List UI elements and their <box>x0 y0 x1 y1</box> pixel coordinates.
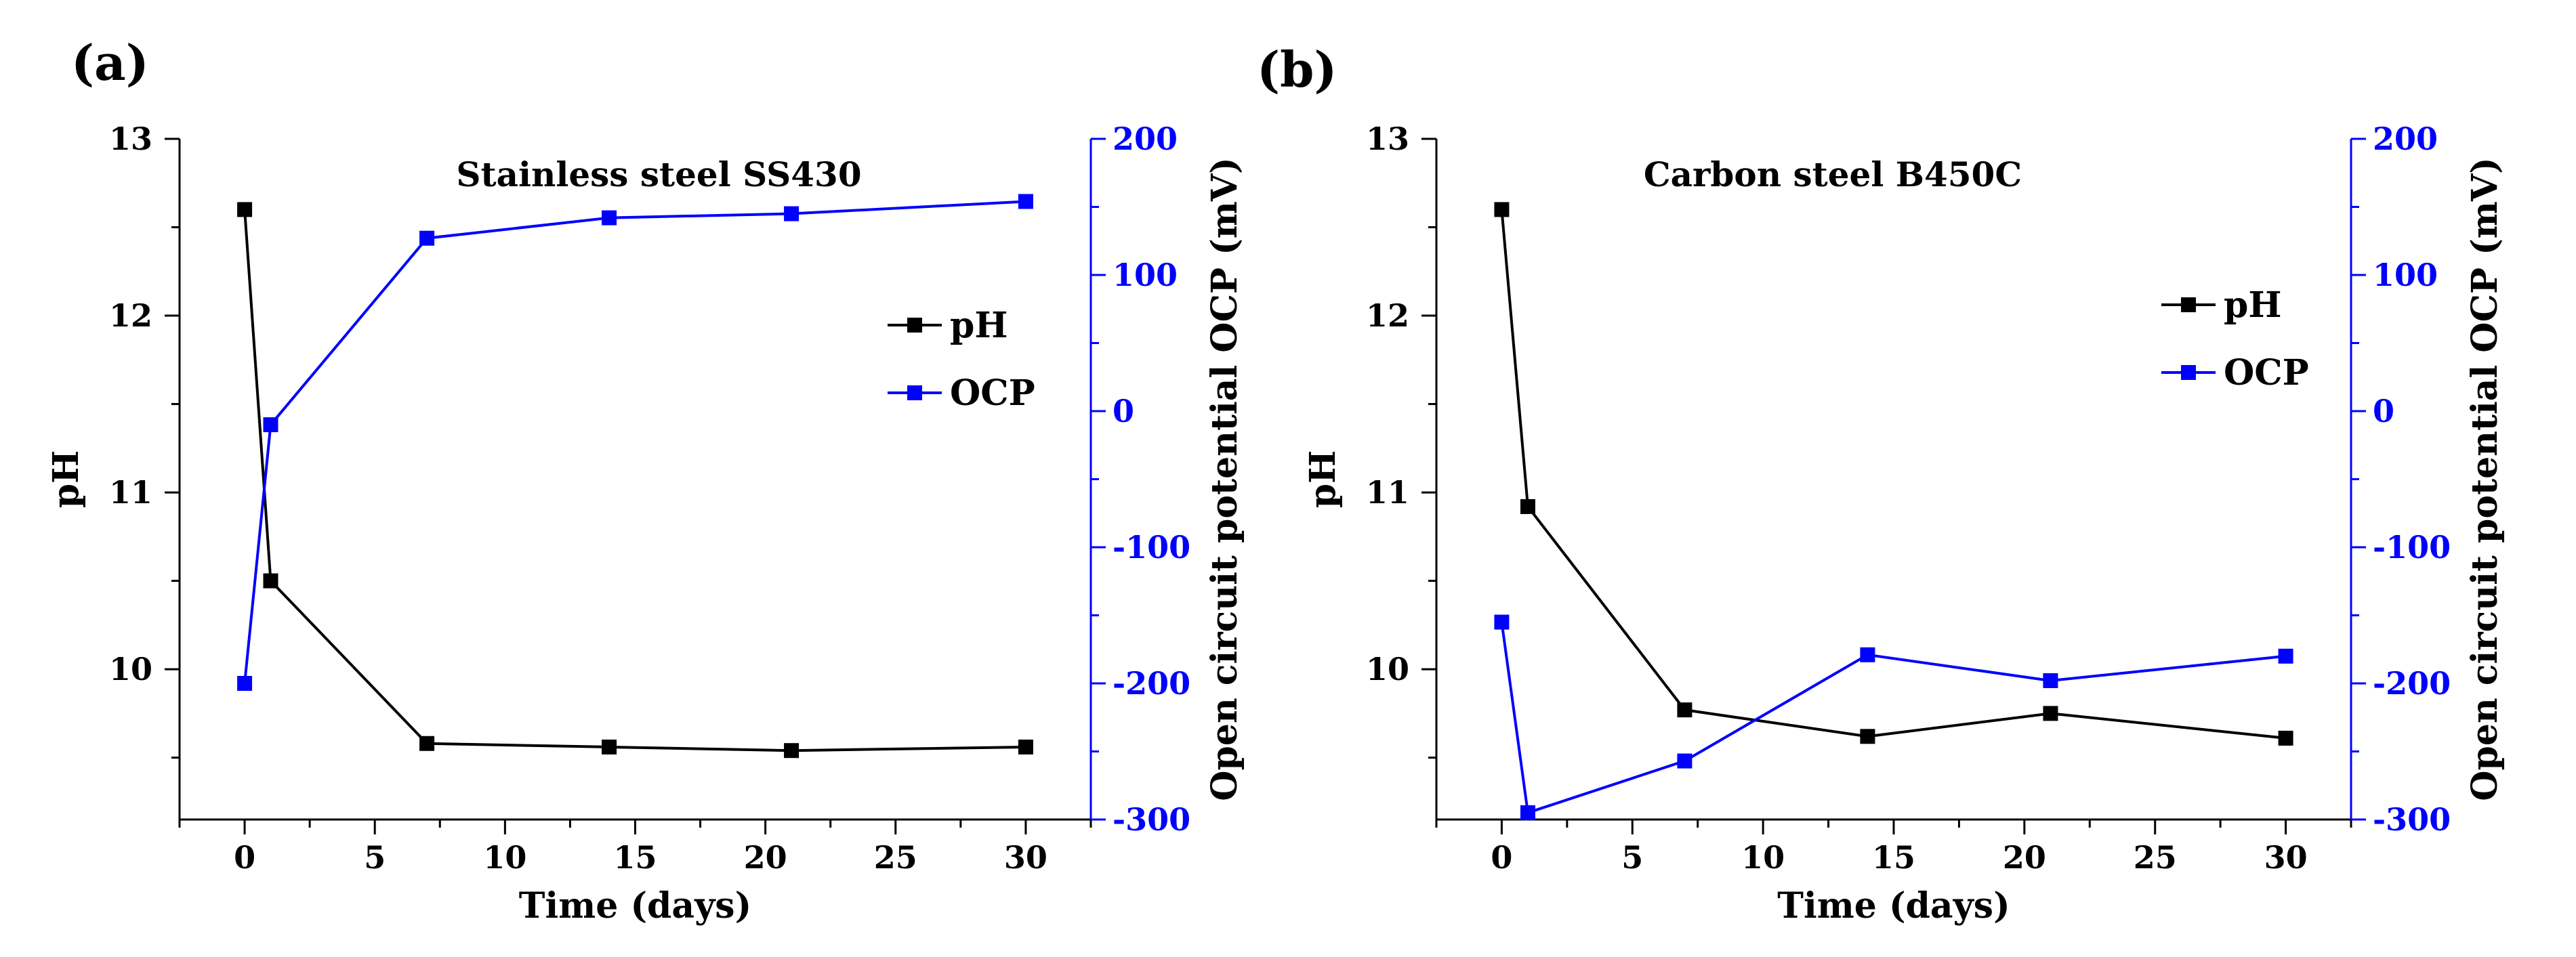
y2-tick-label: -300 <box>1113 801 1190 838</box>
data-point-ph <box>784 743 799 759</box>
data-point-ocp <box>263 417 278 433</box>
chart-panel-a: (a) 0 5 10 15 20 25 30 10 11 12 13 -300 -200 -100 0 100 2… <box>45 34 1245 927</box>
y2-tick-label: 200 <box>1113 121 1178 157</box>
data-point-ph <box>602 739 617 754</box>
data-point-ocp <box>602 210 617 226</box>
data-point-ocp <box>419 230 435 246</box>
data-point-ph <box>1018 739 1033 754</box>
y-tick-label: 12 <box>109 297 152 334</box>
legend-marker-ocp <box>2181 365 2196 380</box>
y-tick-label: 12 <box>1366 297 1409 334</box>
y-tick-label: 10 <box>109 651 152 687</box>
legend-marker-ph <box>907 318 922 333</box>
data-point-ph <box>1677 702 1692 718</box>
x-tick-label: 10 <box>1741 839 1785 876</box>
data-point-ocp <box>2043 673 2058 688</box>
y-tick-label: 10 <box>1366 651 1409 687</box>
y2-tick-label: 200 <box>2373 121 2438 157</box>
data-point-ph <box>2278 730 2293 746</box>
data-point-ph <box>237 202 253 217</box>
legend-marker-ph <box>2181 297 2196 312</box>
y2-tick-label: -200 <box>2373 665 2451 702</box>
x-tick-label: 20 <box>744 839 787 876</box>
y-tick-label: 11 <box>1366 474 1409 511</box>
legend-label-ocp: OCP <box>950 373 1035 414</box>
series-line-ph <box>243 209 1026 752</box>
panel-label: (b) <box>1257 41 1337 98</box>
series-line-ocp <box>243 200 1026 684</box>
y2-tick-label: -100 <box>1113 529 1190 566</box>
x-tick-label: 0 <box>1491 839 1512 876</box>
data-point-ocp <box>2278 648 2293 664</box>
chart-title: Stainless steel SS430 <box>456 154 861 194</box>
x-tick-label: 30 <box>2264 839 2308 876</box>
chart-panel-b: (b) 0 5 10 15 20 25 30 10 11 12 13 -300 -200 -100 0 100 2… <box>1257 41 2506 927</box>
y-tick-label: 13 <box>109 121 152 157</box>
x-tick-label: 25 <box>2134 839 2177 876</box>
x-tick-label: 15 <box>1872 839 1915 876</box>
y2-tick-label: 100 <box>1113 257 1178 293</box>
data-point-ph <box>2043 706 2058 721</box>
data-point-ocp <box>784 206 799 221</box>
y2-tick-label: -200 <box>1113 665 1190 702</box>
legend-marker-ocp <box>907 385 922 400</box>
x-tick-label: 15 <box>613 839 657 876</box>
x-tick-label: 5 <box>364 839 386 876</box>
y2-tick-label: 0 <box>1113 393 1134 429</box>
data-point-ocp <box>1494 614 1510 630</box>
y-axis-title: pH <box>45 450 87 509</box>
y2-tick-label: -300 <box>2373 801 2451 838</box>
y2-axis-title: Open circuit potential OCP (mV) <box>2464 157 2506 801</box>
data-point-ph <box>1494 202 1510 217</box>
data-point-ocp <box>1520 805 1535 820</box>
legend-label-ph: pH <box>2224 284 2282 326</box>
legend-label-ocp: OCP <box>2224 352 2309 394</box>
x-tick-label: 0 <box>234 839 255 876</box>
panel-label: (a) <box>71 34 149 91</box>
data-point-ph <box>1860 729 1875 744</box>
legend-label-ph: pH <box>950 305 1008 346</box>
data-point-ocp <box>1018 194 1033 209</box>
data-point-ph <box>1520 498 1535 514</box>
data-point-ocp <box>237 676 253 691</box>
y2-tick-label: 0 <box>2373 393 2394 429</box>
series-line-ph <box>1500 209 2286 740</box>
x-axis-title: Time (days) <box>519 885 751 927</box>
series-line-ocp <box>1500 622 2286 815</box>
x-tick-label: 20 <box>2003 839 2046 876</box>
data-point-ph <box>263 573 278 589</box>
y2-tick-label: -100 <box>2373 529 2451 566</box>
y-tick-label: 11 <box>109 474 152 511</box>
x-tick-label: 5 <box>1621 839 1643 876</box>
data-point-ocp <box>1677 753 1692 769</box>
x-tick-label: 10 <box>483 839 526 876</box>
x-axis-title: Time (days) <box>1777 885 2010 927</box>
y-axis-title: pH <box>1302 450 1344 509</box>
data-point-ph <box>419 736 435 751</box>
x-tick-label: 30 <box>1004 839 1047 876</box>
y-tick-label: 13 <box>1366 121 1409 157</box>
x-tick-label: 25 <box>874 839 917 876</box>
y2-tick-label: 100 <box>2373 257 2438 293</box>
y2-axis-title: Open circuit potential OCP (mV) <box>1204 157 1245 801</box>
chart-title: Carbon steel B450C <box>1644 154 2022 194</box>
data-point-ocp <box>1860 647 1875 662</box>
